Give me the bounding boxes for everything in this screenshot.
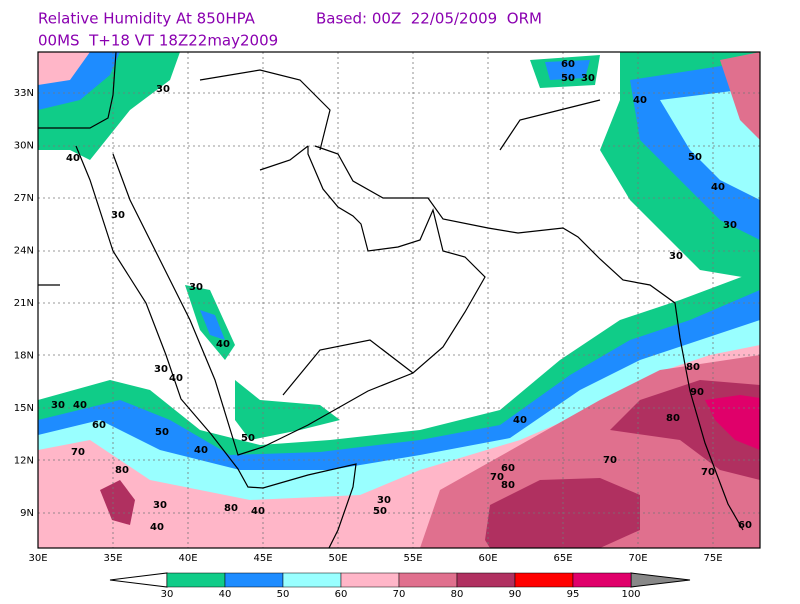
- based: Based: 00Z 22/05/2009 ORM: [316, 10, 542, 28]
- contour-label: 30: [377, 495, 391, 506]
- colorbar-segment: [282, 572, 342, 588]
- lon-label: 60E: [478, 553, 497, 564]
- contour-label: 80: [686, 362, 700, 373]
- lat-label: 12N: [14, 456, 34, 467]
- coastlines: [38, 52, 744, 548]
- title: Relative Humidity At 850HPA: [38, 10, 256, 28]
- contour-label: 30: [51, 400, 65, 411]
- colorbar-segment: [166, 572, 226, 588]
- colorbar-label: 70: [393, 589, 406, 600]
- lat-label: 9N: [20, 508, 34, 519]
- labels: 33N 30N 27N 24N 21N 18N 15N 12N 9N 30E 35E 40E 45E 50…: [14, 59, 752, 600]
- colorbar-label: 90: [509, 589, 522, 600]
- lon-label: 55E: [403, 553, 422, 564]
- contour-label: 50: [561, 73, 575, 84]
- colorbar-label: 95: [567, 589, 580, 600]
- contour-label: 60: [501, 463, 515, 474]
- contour-label: 60: [92, 420, 106, 431]
- contour-label: 30: [189, 282, 203, 293]
- contour-label: 80: [115, 465, 129, 476]
- lon-label: 40E: [178, 553, 197, 564]
- colorbar-label: 60: [335, 589, 348, 600]
- contour-label: 90: [690, 387, 704, 398]
- contour-label: 60: [738, 520, 752, 531]
- contour-label: 40: [633, 95, 647, 106]
- contour-label: 80: [666, 413, 680, 424]
- lon-label: 50E: [328, 553, 347, 564]
- colorbar-segment: [398, 572, 458, 588]
- contour-label: 70: [603, 455, 617, 466]
- lat-label: 21N: [14, 298, 34, 309]
- lon-label: 30E: [28, 553, 47, 564]
- contour-label: 30: [723, 220, 737, 231]
- contour-label: 40: [194, 445, 208, 456]
- lon-label: 70E: [628, 553, 647, 564]
- contour-label: 40: [711, 182, 725, 193]
- contour-label: 70: [71, 447, 85, 458]
- contour-label: 60: [561, 59, 575, 70]
- contour-label: 30: [156, 84, 170, 95]
- colorbar-label: 80: [451, 589, 464, 600]
- colorbar-label: 50: [277, 589, 290, 600]
- subtitle: 00MS T+18 VT 18Z22may2009: [38, 32, 278, 50]
- contour-label: 30: [154, 364, 168, 375]
- colorbar-label: 100: [621, 589, 640, 600]
- map-field: [38, 52, 760, 548]
- lat-label: 30N: [14, 141, 34, 152]
- colorbar-segment: [224, 572, 284, 588]
- lat-label: 24N: [14, 246, 34, 257]
- lon-label: 35E: [103, 553, 122, 564]
- colorbar-segment: [340, 572, 400, 588]
- contour-label: 40: [251, 506, 265, 517]
- colorbar-segment: [456, 572, 516, 588]
- contour-label: 50: [241, 433, 255, 444]
- colorbar-label: 30: [161, 589, 174, 600]
- lat-label: 15N: [14, 403, 34, 414]
- contour-label: 30: [111, 210, 125, 221]
- contour-label: 40: [73, 400, 87, 411]
- contour-label: 30: [153, 500, 167, 511]
- contour-label: 80: [224, 503, 238, 514]
- contour-label: 40: [169, 373, 183, 384]
- contour-label: 50: [373, 506, 387, 517]
- contour-label: 30: [581, 73, 595, 84]
- lon-label: 65E: [553, 553, 572, 564]
- contour-label: 30: [669, 251, 683, 262]
- contour-label: 40: [216, 339, 230, 350]
- contour-label: 40: [66, 153, 80, 164]
- lat-label: 18N: [14, 351, 34, 362]
- contour-label: 80: [501, 480, 515, 491]
- lon-label: 45E: [253, 553, 272, 564]
- lon-label: 75E: [703, 553, 722, 564]
- contour-label: 70: [701, 467, 715, 478]
- contour-label: 70: [490, 472, 504, 483]
- lat-label: 33N: [14, 88, 34, 99]
- colorbar-label: 40: [219, 589, 232, 600]
- contour-label: 50: [155, 427, 169, 438]
- colorbar-segment: [572, 572, 632, 588]
- colorbar-low-arrow: [109, 572, 168, 588]
- colorbar-segment: [514, 572, 574, 588]
- contour-label: 40: [150, 522, 164, 533]
- map-frame: [37, 51, 761, 549]
- colorbar-high-arrow: [630, 572, 691, 588]
- lat-label: 27N: [14, 193, 34, 204]
- contour-label: 40: [513, 415, 527, 426]
- contour-label: 50: [688, 152, 702, 163]
